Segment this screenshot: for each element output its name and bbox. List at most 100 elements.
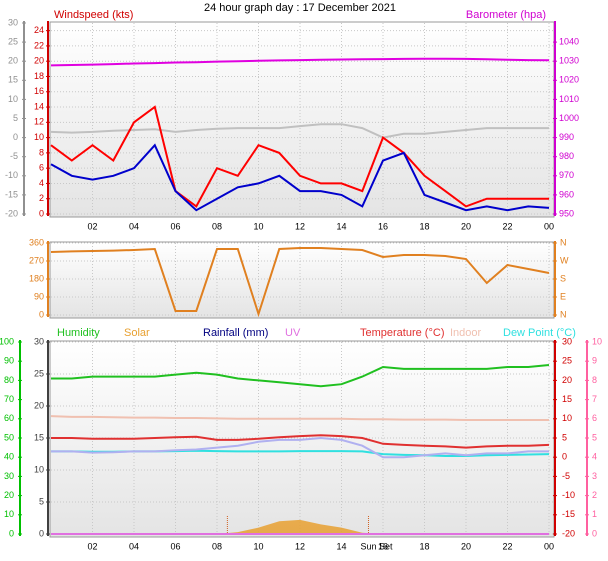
y-tick-label: 20 <box>34 400 44 410</box>
y2-tick-label: 1000 <box>559 113 579 123</box>
y-tick-label: 30 <box>34 336 44 346</box>
y4-tick-label: 9 <box>592 356 597 366</box>
y3-tick-label: 40 <box>4 452 14 462</box>
legend-label: Humidity <box>57 327 100 339</box>
y-tick-label: 14 <box>34 101 44 111</box>
y2-tick-label: 15 <box>562 394 572 404</box>
y-tick-label: 20 <box>34 56 44 66</box>
y-tick-label: 12 <box>34 117 44 127</box>
x-tick-label: 16 <box>378 541 388 551</box>
legend-label: Indoor <box>450 327 482 339</box>
x-tick-label: 18 <box>419 221 429 231</box>
x-tick-label: 00 <box>544 221 554 231</box>
y-tick-label: 16 <box>34 86 44 96</box>
y4-tick-label: 5 <box>592 432 597 442</box>
y-tick-label: 180 <box>29 273 44 283</box>
y3-tick-label: -20 <box>5 208 18 218</box>
y2-tick-label: 25 <box>562 356 572 366</box>
y2-tick-label: 0 <box>562 452 567 462</box>
y2-tick-label: 980 <box>559 151 574 161</box>
plot-area <box>49 241 555 319</box>
y3-tick-label: 0 <box>13 132 18 142</box>
y2-tick-label: 970 <box>559 170 574 180</box>
y2-tick-label: W <box>560 255 569 265</box>
x-tick-label: 22 <box>502 221 512 231</box>
y3-tick-label: 50 <box>4 432 14 442</box>
x-tick-label: 12 <box>295 541 305 551</box>
x-tick-label: 04 <box>129 221 139 231</box>
series-area <box>51 519 549 534</box>
x-tick-label: 02 <box>87 221 97 231</box>
x-tick-label: 00 <box>544 541 554 551</box>
legend-label: Temperature (°C) <box>360 327 444 339</box>
y3-tick-label: -10 <box>5 170 18 180</box>
y2-tick-label: 20 <box>562 375 572 385</box>
y4-tick-label: 3 <box>592 471 597 481</box>
series-line <box>50 143 550 212</box>
y3-tick-label: -15 <box>5 189 18 199</box>
y2-tick-label: -5 <box>562 471 570 481</box>
y4-tick-label: 1 <box>592 509 597 519</box>
y2-tick-label: S <box>560 273 566 283</box>
y3-tick-label: -5 <box>10 151 18 161</box>
y2-tick-label: -15 <box>562 509 575 519</box>
y3-tick-label: 70 <box>4 394 14 404</box>
y2-tick-label: 1010 <box>559 94 579 104</box>
y-tick-label: 18 <box>34 71 44 81</box>
chart-title: 24 hour graph day : 17 December 2021 <box>204 2 396 14</box>
plot-area <box>49 21 555 218</box>
y4-tick-label: 10 <box>592 336 602 346</box>
y3-tick-label: 90 <box>4 356 14 366</box>
y3-tick-label: 5 <box>13 113 18 123</box>
x-tick-label: 06 <box>170 221 180 231</box>
x-tick-label: 20 <box>461 221 471 231</box>
y2-tick-label: -20 <box>562 528 575 538</box>
y2-tick-label: 5 <box>562 432 567 442</box>
y-tick-label: 0 <box>39 309 44 319</box>
y3-tick-label: 30 <box>8 17 18 27</box>
x-tick-label: 20 <box>461 541 471 551</box>
y-tick-label: 25 <box>34 368 44 378</box>
x-tick-label: 04 <box>129 541 139 551</box>
x-tick-label: 08 <box>212 541 222 551</box>
y2-axis-label: Barometer (hpa) <box>466 9 546 21</box>
series-line <box>50 123 549 139</box>
y3-tick-label: 20 <box>8 56 18 66</box>
y-tick-label: 10 <box>34 464 44 474</box>
y3-tick-label: 80 <box>4 375 14 385</box>
legend-label: Rainfall (mm) <box>203 327 268 339</box>
series-line <box>51 434 550 449</box>
legend-label: Solar <box>124 327 150 339</box>
x-tick-label: 06 <box>170 541 180 551</box>
series-line <box>51 364 550 388</box>
legend-label: Dew Point (°C) <box>503 327 576 339</box>
y-tick-label: 4 <box>39 178 44 188</box>
y3-tick-label: 30 <box>4 471 14 481</box>
y4-tick-label: 4 <box>592 452 597 462</box>
y3-tick-label: 10 <box>8 94 18 104</box>
y2-tick-label: 1040 <box>559 36 579 46</box>
series-line <box>50 57 550 67</box>
x-tick-label: 22 <box>502 541 512 551</box>
y-tick-label: 360 <box>29 237 44 247</box>
y3-tick-label: 100 <box>0 336 14 346</box>
y3-tick-label: 10 <box>4 509 14 519</box>
y3-tick-label: 25 <box>8 36 18 46</box>
y2-tick-label: 950 <box>559 208 574 218</box>
x-tick-label: 14 <box>336 541 346 551</box>
y2-tick-label: 10 <box>562 413 572 423</box>
series-line <box>50 415 549 421</box>
legend-label: UV <box>285 327 301 339</box>
y4-tick-label: 2 <box>592 490 597 500</box>
y2-tick-label: 30 <box>562 336 572 346</box>
y-tick-label: 2 <box>39 193 44 203</box>
y2-tick-label: E <box>560 291 566 301</box>
series-line <box>50 105 549 208</box>
x-tick-label: 10 <box>253 221 263 231</box>
y-axis-label: Windspeed (kts) <box>54 9 133 21</box>
marker-label: Sun Set <box>360 541 393 551</box>
y-tick-label: 15 <box>34 432 44 442</box>
y3-tick-label: 15 <box>8 75 18 85</box>
x-tick-label: 02 <box>87 541 97 551</box>
y-tick-label: 0 <box>39 208 44 218</box>
